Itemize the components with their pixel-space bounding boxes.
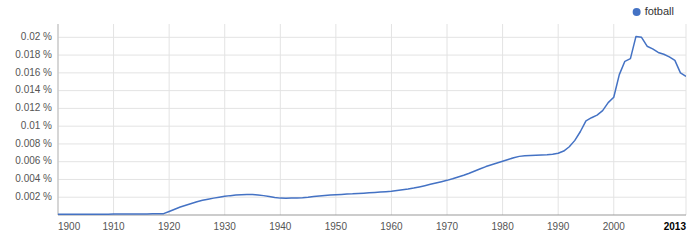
- y-grid-line: [58, 108, 686, 109]
- x-tick-label: 1920: [158, 221, 181, 232]
- tick-labels: 0.002 % 0.004 % 0.006 % 0.008 % 0.01 % 0.012 …: [15, 31, 686, 232]
- x-grid-line: [280, 24, 281, 215]
- y-grid-line: [58, 90, 686, 91]
- y-grid-line: [58, 37, 686, 38]
- x-grid-line: [58, 24, 59, 215]
- y-tick-label: 0.016 %: [15, 67, 52, 78]
- line: [58, 36, 686, 214]
- x-axis-line: [58, 215, 686, 216]
- legend-item: fotball: [633, 5, 674, 17]
- x-tick-label: 1980: [491, 221, 514, 232]
- y-tick-label: 0.02 %: [21, 31, 52, 42]
- grid: [58, 24, 686, 215]
- chart: 0.002 % 0.004 % 0.006 % 0.008 % 0.01 % 0.012 …: [0, 0, 700, 237]
- y-axis-line: [58, 24, 59, 215]
- x-tick-label: 1990: [547, 221, 570, 232]
- y-tick-label: 0.01 %: [21, 120, 52, 131]
- y-tick-label: 0.014 %: [15, 84, 52, 95]
- x-tick-label: 1970: [436, 221, 459, 232]
- x-tick-label: 1950: [325, 221, 348, 232]
- x-grid-line: [113, 24, 114, 215]
- x-grid-line: [391, 24, 392, 215]
- legend-swatch: [633, 8, 641, 16]
- y-tick-label: 0.004 %: [15, 173, 52, 184]
- y-grid-line: [58, 197, 686, 198]
- x-grid-line: [558, 24, 559, 215]
- y-grid-line: [58, 161, 686, 162]
- y-grid-line: [58, 72, 686, 73]
- y-grid-line: [58, 55, 686, 56]
- x-grid-line: [335, 24, 336, 215]
- x-tick-label: 1910: [102, 221, 125, 232]
- y-tick-label: 0.008 %: [15, 138, 52, 149]
- x-tick-label: 2000: [603, 221, 626, 232]
- y-tick-label: 0.012 %: [15, 102, 52, 113]
- x-tick-label: 2013: [664, 221, 687, 232]
- y-grid-line: [58, 179, 686, 180]
- x-grid-line: [613, 24, 614, 215]
- y-tick-label: 0.018 %: [15, 49, 52, 60]
- x-grid-line: [169, 24, 170, 215]
- legend: fotball: [633, 5, 674, 17]
- x-grid-line: [224, 24, 225, 215]
- x-tick-label: 1930: [214, 221, 237, 232]
- x-tick-label: 1960: [380, 221, 403, 232]
- x-grid-line: [447, 24, 448, 215]
- y-tick-label: 0.002 %: [15, 191, 52, 202]
- y-grid-line: [58, 126, 686, 127]
- x-grid-line: [502, 24, 503, 215]
- x-grid-line: [686, 24, 687, 215]
- y-grid-line: [58, 143, 686, 144]
- plot-area: [58, 36, 686, 214]
- x-tick-label: 1940: [269, 221, 292, 232]
- legend-label: fotball: [645, 5, 674, 17]
- x-tick-label: 1900: [58, 221, 81, 232]
- y-tick-label: 0.006 %: [15, 155, 52, 166]
